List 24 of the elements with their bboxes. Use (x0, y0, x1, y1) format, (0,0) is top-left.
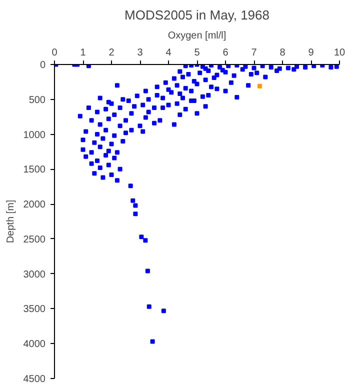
y-tick-label: 1000 (23, 130, 46, 141)
chart-title: MODS2005 in May, 1968 (124, 8, 270, 22)
x-tick-label: 7 (251, 48, 258, 58)
y-tick-label: 2500 (23, 234, 46, 246)
x-tick-label: 5 (194, 48, 200, 58)
x-tick-label: 9 (308, 48, 314, 58)
y-tick-label: 3000 (23, 269, 46, 280)
y-tick-label: 3500 (23, 304, 46, 316)
x-axis-title: Oxygen [ml/l] (168, 30, 226, 42)
y-tick-label: 500 (28, 94, 46, 106)
y-tick-label: 2000 (23, 200, 46, 211)
x-tick-label: 1 (80, 48, 86, 58)
x-tick-label: 0 (52, 48, 58, 58)
x-tick-label: 8 (280, 48, 286, 58)
x-tick-label: 6 (222, 48, 229, 58)
y-tick-label: 1500 (23, 164, 46, 176)
x-tick-label: 4 (166, 48, 172, 58)
y-tick-label: 4500 (23, 374, 46, 384)
y-tick-label: 4000 (23, 339, 46, 350)
x-tick-label: 10 (334, 48, 346, 58)
y-tick-label: 0 (40, 60, 46, 71)
x-tick-label: 2 (108, 48, 115, 58)
y-axis-title: Depth [m] (5, 200, 16, 244)
x-tick-label: 3 (137, 48, 144, 58)
